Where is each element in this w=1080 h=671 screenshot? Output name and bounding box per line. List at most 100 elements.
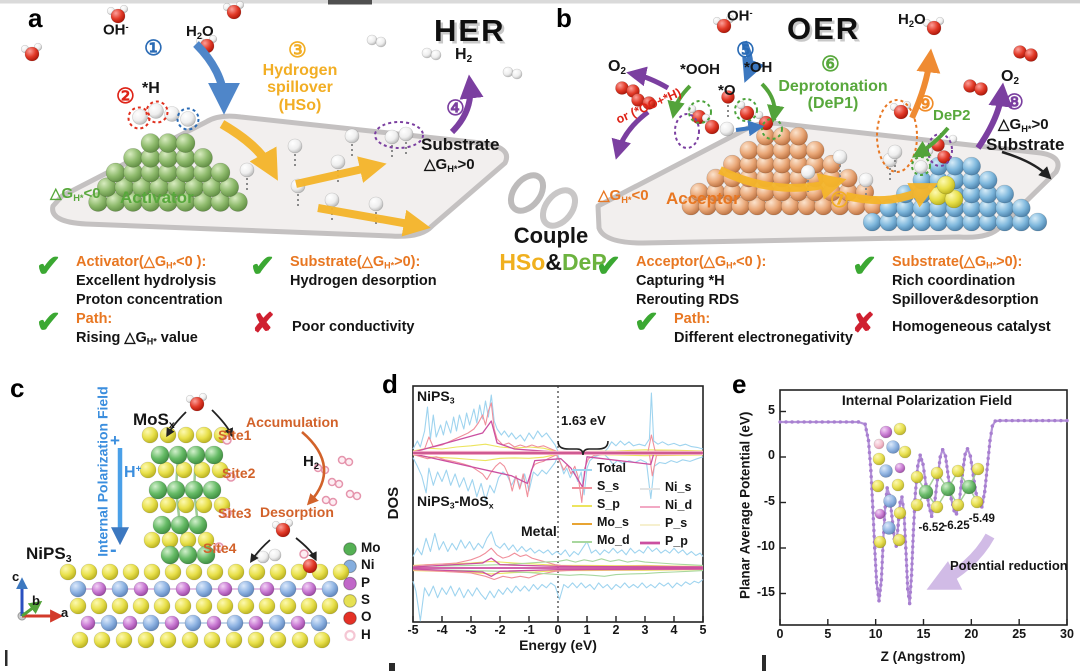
d-xtick-label: 4	[670, 623, 678, 637]
d-xtick-label: 1	[583, 623, 591, 637]
e-ytick-label: 5	[768, 402, 775, 417]
c-site-label: Site3	[218, 505, 252, 521]
c-legend-label: O	[361, 609, 372, 625]
a-step-2: ②	[116, 85, 135, 108]
d-xtick-label: 2	[612, 623, 620, 637]
check-icon: ✔	[36, 250, 62, 283]
d-legend-label: Mo_d	[597, 533, 630, 547]
d-xtick-label: 3	[641, 623, 649, 637]
note-title: Substrate(△GH*>0):	[290, 254, 421, 271]
c-site-label: Site4	[203, 540, 237, 556]
a-substrate-dg: △GH*>0	[424, 156, 475, 174]
c-legend-label: Ni	[361, 557, 375, 573]
cross-icon: ✘	[852, 308, 875, 338]
note-line: Spillover&desorption	[892, 292, 1039, 308]
c-accumulation-label: Accumulation	[246, 414, 339, 430]
d-xtick-label: -5	[407, 623, 419, 637]
c-plus-sign: +	[110, 431, 120, 450]
note-line: Rising △GH* value	[76, 330, 198, 347]
couple-combo: HSo&DeP	[499, 250, 606, 275]
panel-b-arrows	[611, 40, 1052, 208]
c-hplus-label: H+	[124, 464, 142, 481]
panel-label-b: b	[556, 3, 572, 33]
c-nips3-label: NiPS3	[26, 544, 72, 566]
e-xtick-label: 20	[964, 627, 979, 641]
c-legend-label: P	[361, 574, 371, 590]
e-min-label: -6.52	[918, 522, 945, 535]
a-h2-label: H2	[455, 46, 473, 65]
a-oh-label: OH-	[103, 21, 129, 39]
panel-c-arrows	[16, 409, 326, 623]
d-legend-label: S_p	[597, 497, 620, 511]
c-desorption-label: Desorption	[260, 504, 334, 520]
panel-b-molecules	[615, 14, 1038, 200]
b-step-7: ⑦	[830, 189, 849, 212]
e-title: Internal Polarization Field	[841, 392, 1013, 408]
b-title-oer: OER	[787, 11, 861, 46]
note-line: Proton concentration	[76, 292, 223, 308]
note-line: Different electronegativity	[674, 330, 853, 346]
top-crop-strip	[0, 0, 1080, 5]
c-legend-label: H	[361, 626, 371, 642]
panel-label-d: d	[382, 369, 398, 399]
c-mosx-label: MoSx	[133, 410, 175, 432]
e-ytick-label: -10	[756, 539, 775, 553]
d-top-spectrum-label: NiPS3	[417, 388, 455, 406]
b-oh-label: OH-	[727, 7, 753, 25]
b-substrate-label: Substrate	[986, 135, 1065, 154]
d-legend-label: Ni_d	[665, 498, 693, 512]
e-xtick-label: 5	[824, 627, 832, 641]
a-step-1: ①	[144, 37, 163, 60]
note-title: Path:	[674, 311, 711, 327]
b-h2o-label: H2O	[898, 11, 926, 29]
activator-cluster	[88, 133, 248, 212]
b-step-5: ⑤	[736, 39, 755, 62]
a-spillover-label: Hydrogen spillover (HSo)	[262, 62, 338, 114]
d-xtick-label: -1	[523, 623, 535, 637]
note-line: Capturing *H	[636, 273, 725, 289]
a-h2o-label: H2O	[186, 23, 214, 41]
b-o2-left-label: O2	[608, 58, 626, 77]
note-line: Hydrogen desorption	[290, 273, 437, 289]
c-field-label: Internal Polarization Field	[94, 386, 111, 557]
e-ytick-label: -5	[763, 493, 775, 508]
e-min-label: -6.25	[943, 519, 970, 532]
b-acceptor-label: Acceptor	[666, 189, 740, 208]
couple-dep: DeP	[561, 249, 607, 275]
a-substrate-label: Substrate	[421, 135, 500, 154]
note-title: Acceptor(△GH*<0 ):	[636, 254, 767, 271]
note-title: Path:	[76, 311, 113, 327]
couple-hso: HSo	[499, 249, 546, 275]
panel-c-structure	[17, 392, 362, 649]
panel-a-arrows	[193, 41, 484, 237]
c-site-label: Site1	[218, 427, 252, 443]
e-xlabel: Z (Angstrom)	[880, 649, 966, 664]
note-title: Substrate(△GH*>0):	[892, 254, 1023, 271]
d-metal-label: Metal	[521, 523, 557, 539]
d-xtick-label: -4	[436, 623, 448, 637]
d-xtick-label: -3	[465, 623, 477, 637]
e-ytick-label: 0	[768, 448, 775, 462]
dos-chart	[412, 385, 704, 623]
a-title-her: HER	[434, 13, 506, 48]
b-step-9: ⑨	[916, 93, 935, 116]
check-icon: ✔	[634, 306, 660, 339]
d-legend-label: Total	[597, 461, 626, 475]
d-legend-label: P_s	[665, 516, 688, 530]
d-legend-label: Ni_s	[665, 480, 692, 494]
d-bottom-spectrum-label: NiPS3-MoSx	[417, 493, 494, 511]
e-ytick-label: -15	[756, 584, 775, 599]
potential-chart	[778, 389, 1069, 626]
e-xtick-label: 15	[916, 627, 931, 641]
check-icon: ✔	[36, 306, 62, 339]
d-legend-label: Mo_s	[597, 515, 629, 529]
check-icon: ✔	[852, 250, 878, 283]
panel-label-e: e	[732, 369, 747, 399]
e-min-label: -5.49	[968, 512, 995, 525]
e-xtick-label: 0	[776, 627, 784, 641]
d-legend-label: P_p	[665, 534, 688, 548]
b-deprotonation-label: Deprotonation (DeP1)	[778, 78, 888, 113]
note-line: Rerouting RDS	[636, 292, 740, 308]
